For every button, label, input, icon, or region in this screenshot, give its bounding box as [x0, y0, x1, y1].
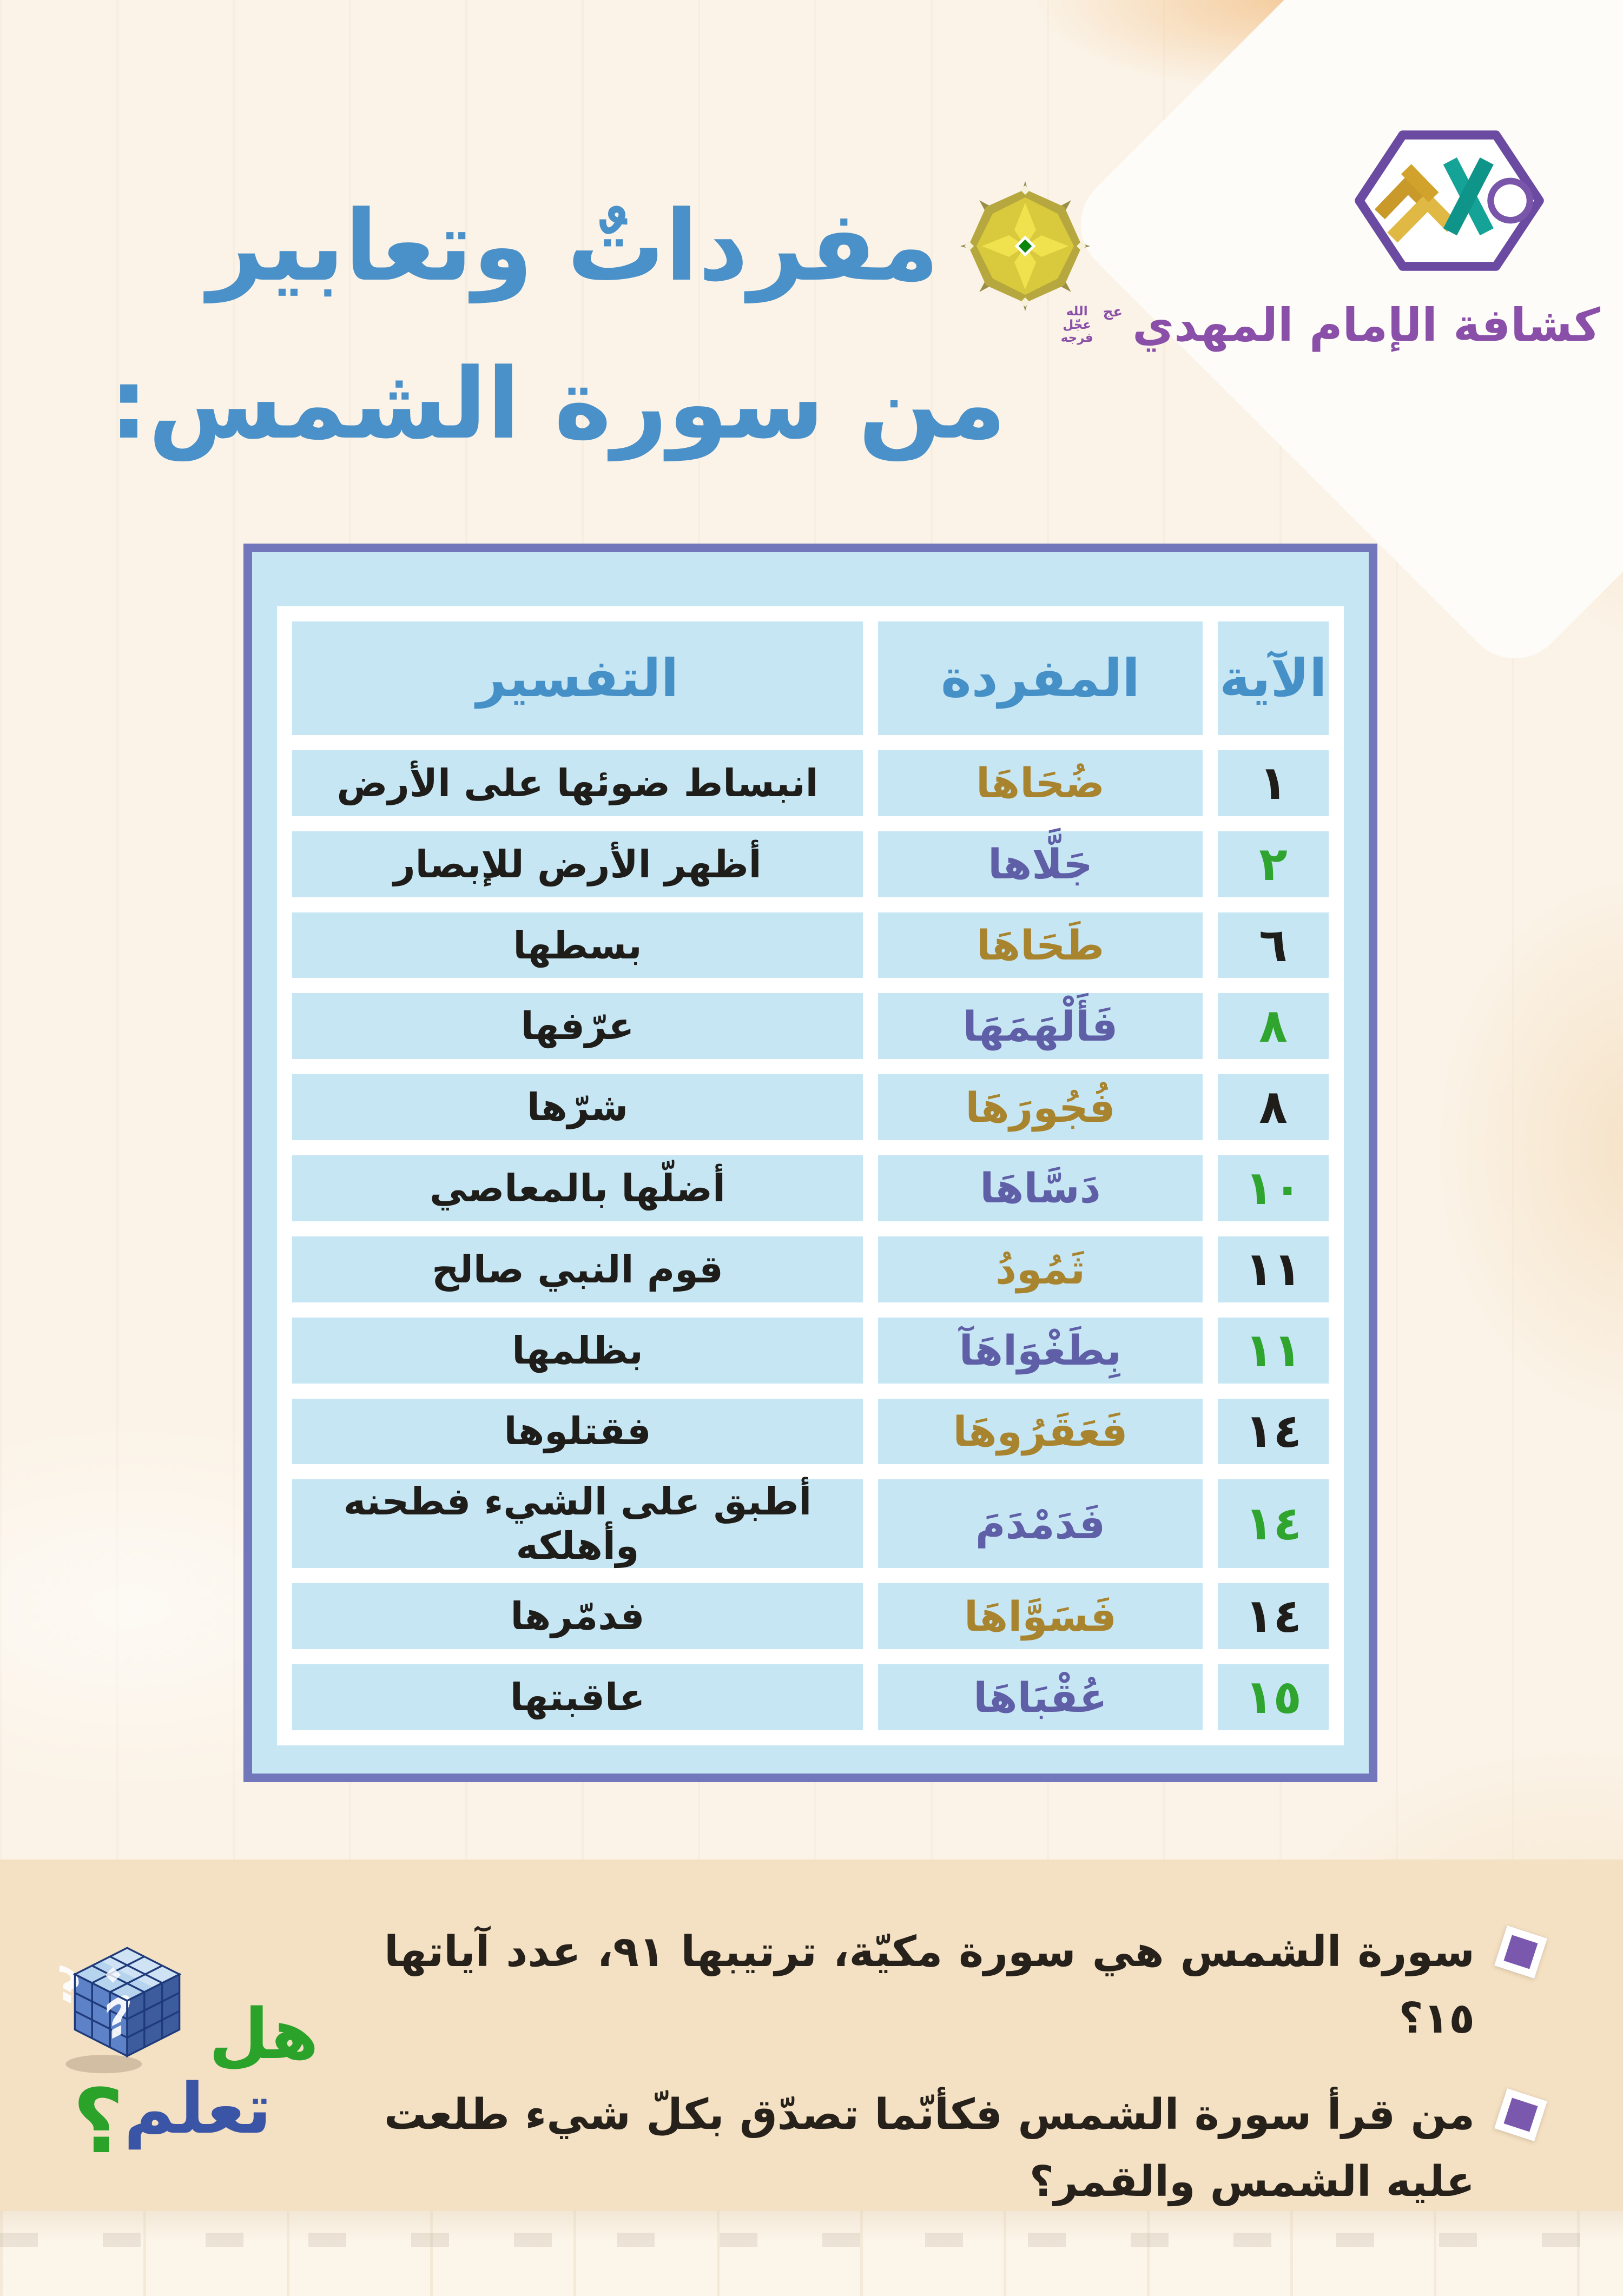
dyk-question-mark: ؟ [72, 2070, 124, 2174]
verse-cell: ١٠ [1218, 1155, 1329, 1221]
word-cell: فُجُورَهَا [878, 1074, 1203, 1141]
verse-cell: ١٤ [1218, 1583, 1329, 1650]
verse-cell: ٢ [1218, 831, 1329, 897]
aj-mark: عج [1103, 304, 1123, 320]
verse-cell: ١١ [1218, 1236, 1329, 1302]
footer-strip [0, 2211, 1623, 2296]
blessing-line: الله [1066, 304, 1088, 319]
verse-cell: ١١ [1218, 1317, 1329, 1384]
diamond-bullet-icon [1494, 2088, 1548, 2142]
verse-cell: ٦ [1218, 912, 1329, 978]
word-cell: بِطَغْوَاهَآ [878, 1317, 1203, 1384]
verse-cell: ١٤ [1218, 1398, 1329, 1465]
bottom-band [0, 1860, 1623, 2211]
title-line1: مفرداتٌ وتعابير [207, 189, 939, 303]
tafsir-cell: شرّها [292, 1074, 863, 1141]
tafsir-cell: أطبق على الشيء فطحنه وأهلكه [292, 1479, 863, 1569]
vocab-table: الآية المفردة التفسير ١ ضُحَاهَا انبساط ضو… [243, 544, 1377, 1782]
verse-cell: ١٤ [1218, 1479, 1329, 1569]
blessing-line: فرجه [1060, 331, 1093, 346]
tafsir-cell: بظلمها [292, 1317, 863, 1384]
tafsir-cell: أضلّها بالمعاصي [292, 1155, 863, 1221]
page-title: مفرداتٌ وتعابير من سورة الشمس: [109, 178, 1093, 465]
fact-text: من قرأ سورة الشمس فكأنّما تصدّق بكلّ شيء… [384, 2090, 1475, 2206]
did-you-know-logo: ? ? هل تعلم؟ [48, 1935, 340, 2206]
tafsir-cell: فدمّرها [292, 1583, 863, 1650]
tafsir-cell: انبساط ضوئها على الأرض [292, 750, 863, 816]
column-header-word: المفردة [878, 621, 1203, 735]
fact-text: سورة الشمس هي سورة مكيّة، ترتيبها ٩١، عد… [384, 1928, 1475, 2043]
word-cell: جَلَّاها [878, 831, 1203, 897]
tafsir-cell: فقتلوها [292, 1398, 863, 1465]
verse-cell: ١ [1218, 750, 1329, 816]
word-cell: دَسَّاهَا [878, 1155, 1203, 1221]
word-cell: طَحَاهَا [878, 912, 1203, 978]
word-cell: فَأَلْهَمَهَا [878, 993, 1203, 1060]
tafsir-cell: عاقبتها [292, 1664, 863, 1730]
diamond-bullet-icon [1494, 1925, 1548, 1979]
word-cell: عُقْبَاهَا [878, 1664, 1203, 1730]
word-cell: فَسَوَّاهَا [878, 1583, 1203, 1650]
dyk-word-hal: هل [209, 1994, 319, 2075]
fact-item: سورة الشمس هي سورة مكيّة، ترتيبها ٩١، عد… [384, 1919, 1548, 2052]
word-cell: فَدَمْدَمَ [878, 1479, 1203, 1569]
facts-list: سورة الشمس هي سورة مكيّة، ترتيبها ٩١، عد… [384, 1919, 1548, 2245]
svg-text:?: ? [60, 1954, 82, 2020]
word-cell: فَعَقَرُوهَا [878, 1398, 1203, 1465]
column-header-verse: الآية [1218, 621, 1329, 735]
footer-smudge [0, 2233, 1623, 2247]
tafsir-cell: عرّفها [292, 993, 863, 1060]
verse-cell: ٨ [1218, 993, 1329, 1060]
emblem-gold-shapes [1374, 164, 1457, 243]
vocab-table-grid: الآية المفردة التفسير ١ ضُحَاهَا انبساط ضو… [277, 606, 1344, 1745]
brand-name: كشافة الإمام المهدي [1132, 299, 1601, 352]
tafsir-cell: بسطها [292, 912, 863, 978]
word-cell: ضُحَاهَا [878, 750, 1203, 816]
blessing-line: عجّل [1063, 317, 1092, 332]
fact-item: من قرأ سورة الشمس فكأنّما تصدّق بكلّ شيء… [384, 2082, 1548, 2215]
tafsir-cell: قوم النبي صالح [292, 1236, 863, 1302]
column-header-tafsir: التفسير [292, 621, 863, 735]
verse-cell: ٨ [1218, 1074, 1329, 1141]
verse-cell: ١٥ [1218, 1664, 1329, 1730]
emblem-swirl-icon [1487, 177, 1533, 224]
word-cell: ثَمُودُ [878, 1236, 1203, 1302]
star-ornament-icon [960, 181, 1090, 311]
question-cube-icon: ? ? [60, 1947, 182, 2074]
dyk-word-taalam: تعلم؟ [72, 2069, 272, 2174]
emblem-teal-x [1443, 157, 1494, 236]
title-line2: من سورة الشمس: [109, 348, 1006, 461]
scout-emblem-icon [1355, 130, 1544, 271]
tafsir-cell: أظهر الأرض للإبصار [292, 831, 863, 897]
brand-row: كشافة الإمام المهدي عج الله عجّل فرجه [1061, 299, 1601, 352]
brand-blessing: الله عجّل فرجه [1061, 305, 1093, 345]
